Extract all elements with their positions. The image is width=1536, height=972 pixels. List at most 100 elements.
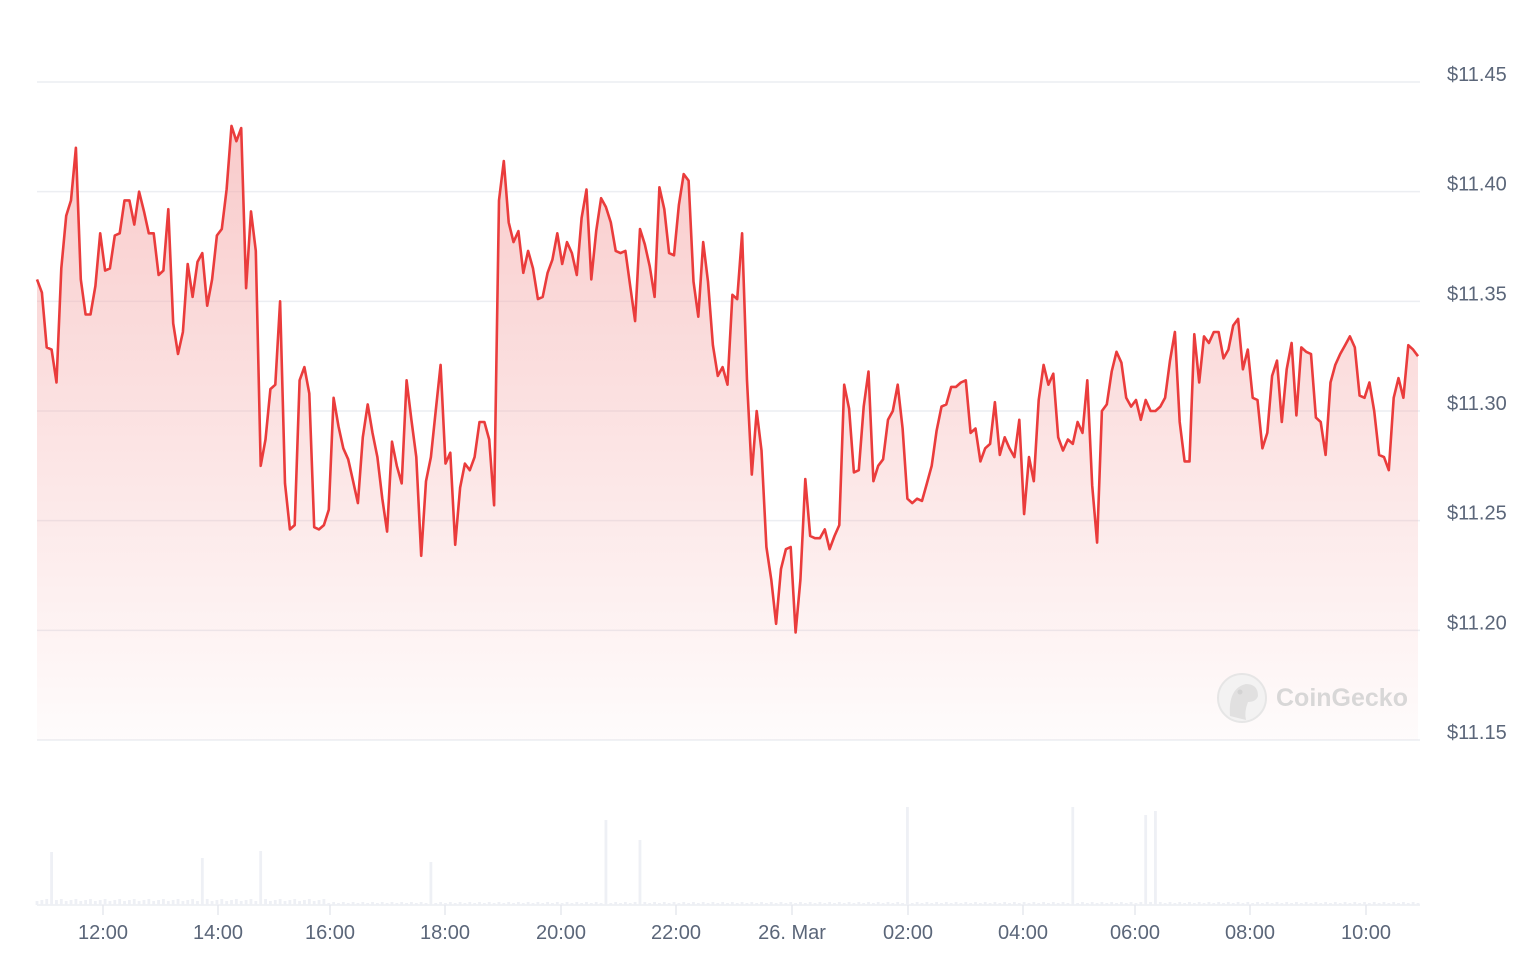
volume-bar (1066, 903, 1070, 905)
volume-bar (473, 903, 477, 905)
volume-bar (546, 902, 549, 905)
volume-bar (439, 902, 443, 905)
volume-bar (50, 852, 53, 905)
volume-bar (862, 903, 866, 905)
volume-bar (803, 903, 807, 905)
volume-bar (837, 902, 841, 905)
coingecko-watermark: CoinGecko (1217, 673, 1408, 723)
volume-bar (658, 903, 661, 905)
volume-bar (599, 903, 603, 905)
volume-bar (137, 901, 141, 905)
volume-bar (346, 903, 350, 905)
volume-bar (200, 858, 204, 905)
volume-bar (570, 903, 574, 905)
volume-bar (784, 903, 788, 905)
volume-bar (628, 903, 632, 905)
volume-bar (356, 903, 360, 905)
volume-bar (585, 902, 588, 905)
volume-bar (940, 903, 943, 905)
y-tick-label: $11.40 (1447, 174, 1507, 196)
volume-bar (910, 903, 914, 905)
volume-bar (1047, 903, 1050, 905)
volume-bar (1095, 903, 1099, 905)
volume-bar (881, 903, 885, 905)
volume-bar (696, 903, 700, 905)
volume-bar (847, 902, 851, 905)
volume-bar (482, 903, 486, 905)
volume-bar (1139, 902, 1143, 905)
price-area-fill (37, 125, 1418, 740)
volume-bar (609, 903, 613, 905)
volume-bar (298, 901, 301, 905)
volume-bar (93, 901, 97, 905)
volume-bar (1076, 903, 1080, 905)
volume-bar (1163, 903, 1167, 905)
volume-bar (969, 903, 973, 905)
volume-bar (463, 903, 467, 905)
volume-bar (1027, 903, 1031, 905)
x-tick-label: 10:00 (1341, 922, 1391, 944)
volume-bar (531, 903, 535, 905)
volume-bar (1295, 902, 1298, 905)
volume-bar (1290, 903, 1293, 905)
volume-bar (234, 899, 238, 905)
x-tick-label: 02:00 (883, 922, 933, 944)
volume-bar (949, 903, 953, 905)
volume-bar (555, 902, 559, 905)
volume-bar (1358, 903, 1362, 905)
volume-bar (468, 902, 472, 905)
volume-bar (424, 903, 428, 905)
volume-bar (64, 901, 68, 905)
volume-bar (487, 902, 491, 905)
volume-bar (1236, 902, 1240, 905)
volume-bar (444, 903, 447, 905)
volume-bar (1061, 902, 1065, 905)
y-axis: $11.45 $11.40 $11.35 $11.30 $11.25 $11.20 $11.… (1447, 64, 1507, 744)
volume-bar (551, 903, 554, 905)
volume-bar (1260, 903, 1264, 905)
volume-bar (283, 901, 287, 905)
volume-bar (512, 903, 515, 905)
volume-bar (458, 902, 462, 905)
volume-bar (1081, 902, 1084, 905)
volume-bar (162, 899, 165, 905)
volume-bar (1406, 903, 1410, 905)
volume-bar (351, 902, 355, 905)
volume-bar (682, 902, 686, 905)
volume-bar (716, 903, 720, 905)
volume-bar (823, 903, 827, 905)
volume-bar (1377, 903, 1381, 905)
volume-bar (303, 900, 306, 905)
volume-bar (1411, 902, 1415, 905)
volume-bar (517, 902, 520, 905)
volume-bar (390, 902, 394, 905)
volume-bar (891, 903, 895, 905)
volume-bar (341, 902, 345, 905)
volume-bar (614, 902, 618, 905)
volume-bar (1256, 902, 1259, 905)
volume-bar (944, 902, 948, 905)
volume-bar (497, 902, 501, 905)
volume-bar (1032, 902, 1036, 905)
volume-bar (142, 900, 146, 905)
volume-bar (1226, 902, 1230, 905)
volume-bar (692, 902, 695, 905)
volume-bar (147, 899, 151, 905)
volume-bar (385, 903, 389, 905)
volume-bar (1251, 903, 1255, 905)
volume-bar (1124, 903, 1128, 905)
volume-bar (1304, 902, 1308, 905)
volume-bar (1222, 903, 1225, 905)
volume-bar (1056, 903, 1060, 905)
volume-bar (677, 903, 681, 905)
volume-bar (1003, 902, 1007, 905)
volume-bar (113, 900, 117, 905)
volume-bar (813, 903, 817, 905)
volume-bar (687, 903, 690, 905)
volume-bar (915, 902, 919, 905)
volume-bar (575, 902, 579, 905)
volume-bar (196, 901, 199, 905)
volume-bar (1397, 903, 1400, 905)
volume-bar (254, 901, 258, 905)
volume-bar (502, 903, 506, 905)
